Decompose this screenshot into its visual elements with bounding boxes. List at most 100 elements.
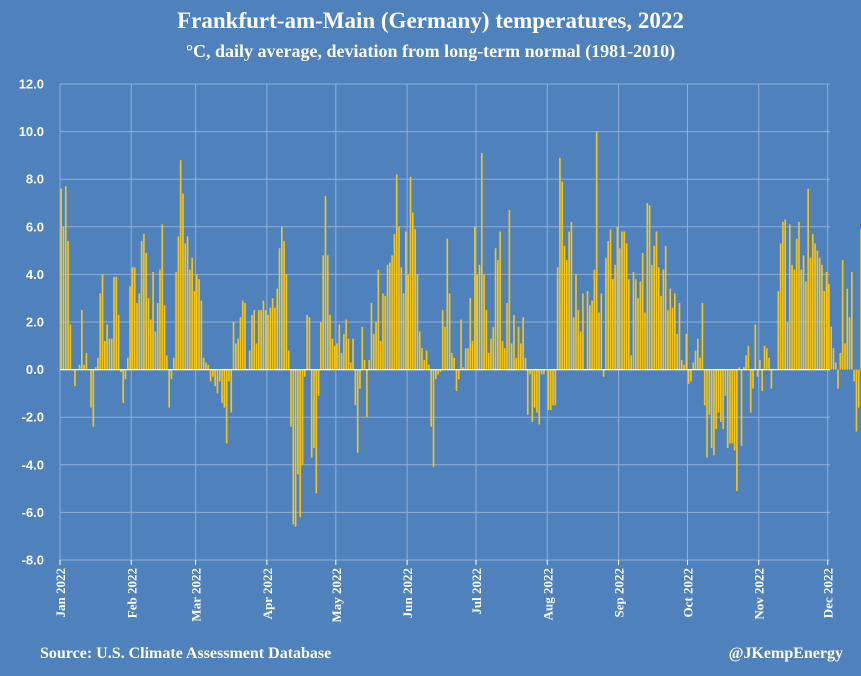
bar [834,362,837,370]
bar [248,350,251,370]
bar [800,269,803,370]
y-tick-label: -4.0 [22,457,44,472]
bar [825,272,828,370]
bar [478,264,481,370]
bar [467,348,469,370]
bar [676,333,678,370]
bar [329,314,331,370]
bar [515,357,518,370]
bar [85,352,88,370]
bar [487,352,490,370]
bar [690,369,692,382]
bar [464,348,467,370]
bar [191,257,193,370]
bar [432,369,435,468]
bar [621,231,623,370]
bar [474,226,476,370]
bar [715,369,718,430]
bar [471,341,474,370]
bar [747,345,750,370]
bar [437,369,439,375]
bar [563,245,566,370]
bar [768,357,770,370]
y-tick-label: -2.0 [22,410,44,425]
bar [133,267,136,370]
bar [115,276,118,370]
bar [267,314,269,370]
bar [811,233,814,370]
bar [120,369,122,372]
bar [549,369,552,411]
bar [212,369,214,377]
bar [857,369,860,408]
bar [149,319,152,370]
bar [607,241,610,370]
bar [359,369,361,389]
chart-title: Frankfurt-am-Main (Germany) temperatures… [177,8,684,33]
bar [241,300,244,370]
bar [855,369,858,432]
bar [497,260,499,370]
bar [614,264,616,370]
bar [343,333,345,370]
bar [333,345,336,370]
bar [517,326,520,370]
bar [618,248,621,370]
bar [389,262,391,370]
bar [674,293,676,370]
bar [494,248,497,370]
bar [697,338,699,370]
x-tick-label: Dec 2022 [821,568,836,618]
bar [701,302,704,370]
bar [297,369,299,475]
bar [476,274,478,370]
bar [69,324,72,370]
bar [244,302,246,370]
bar [184,243,187,370]
bar [632,272,635,370]
bar [271,298,274,370]
bar [159,269,161,370]
bar [738,367,741,370]
bar [765,348,768,370]
bar [407,274,410,370]
bar [598,312,600,370]
bar [136,302,138,370]
bar [457,369,460,380]
bar [726,369,729,449]
x-tick-label: Jun 2022 [400,568,415,618]
bar [338,324,341,370]
bar [802,255,805,370]
bar [320,322,322,370]
bar [653,245,655,370]
bar [846,288,849,370]
bar [143,233,145,370]
bar [218,369,221,382]
bar [283,241,285,370]
bar [170,369,173,380]
bar [324,195,327,370]
bar [336,343,338,370]
bar [356,369,359,453]
bar [189,269,191,370]
bar [126,357,129,370]
bar [853,369,855,382]
bar [848,317,851,370]
bar [308,317,311,370]
bar [485,310,488,370]
x-tick-label: May 2022 [329,568,344,623]
bar [117,314,120,370]
bar [393,233,396,370]
bar [186,236,189,370]
x-tick-label: Feb 2022 [124,568,139,618]
bar [561,181,564,370]
bar [694,350,697,370]
bar [257,310,260,370]
bar [280,226,283,370]
bar [841,260,844,370]
x-tick-label: Mar 2022 [189,568,204,622]
x-tick-label: Jul 2022 [469,568,484,615]
bar [570,222,573,370]
bar [92,369,95,427]
bar [200,300,203,370]
